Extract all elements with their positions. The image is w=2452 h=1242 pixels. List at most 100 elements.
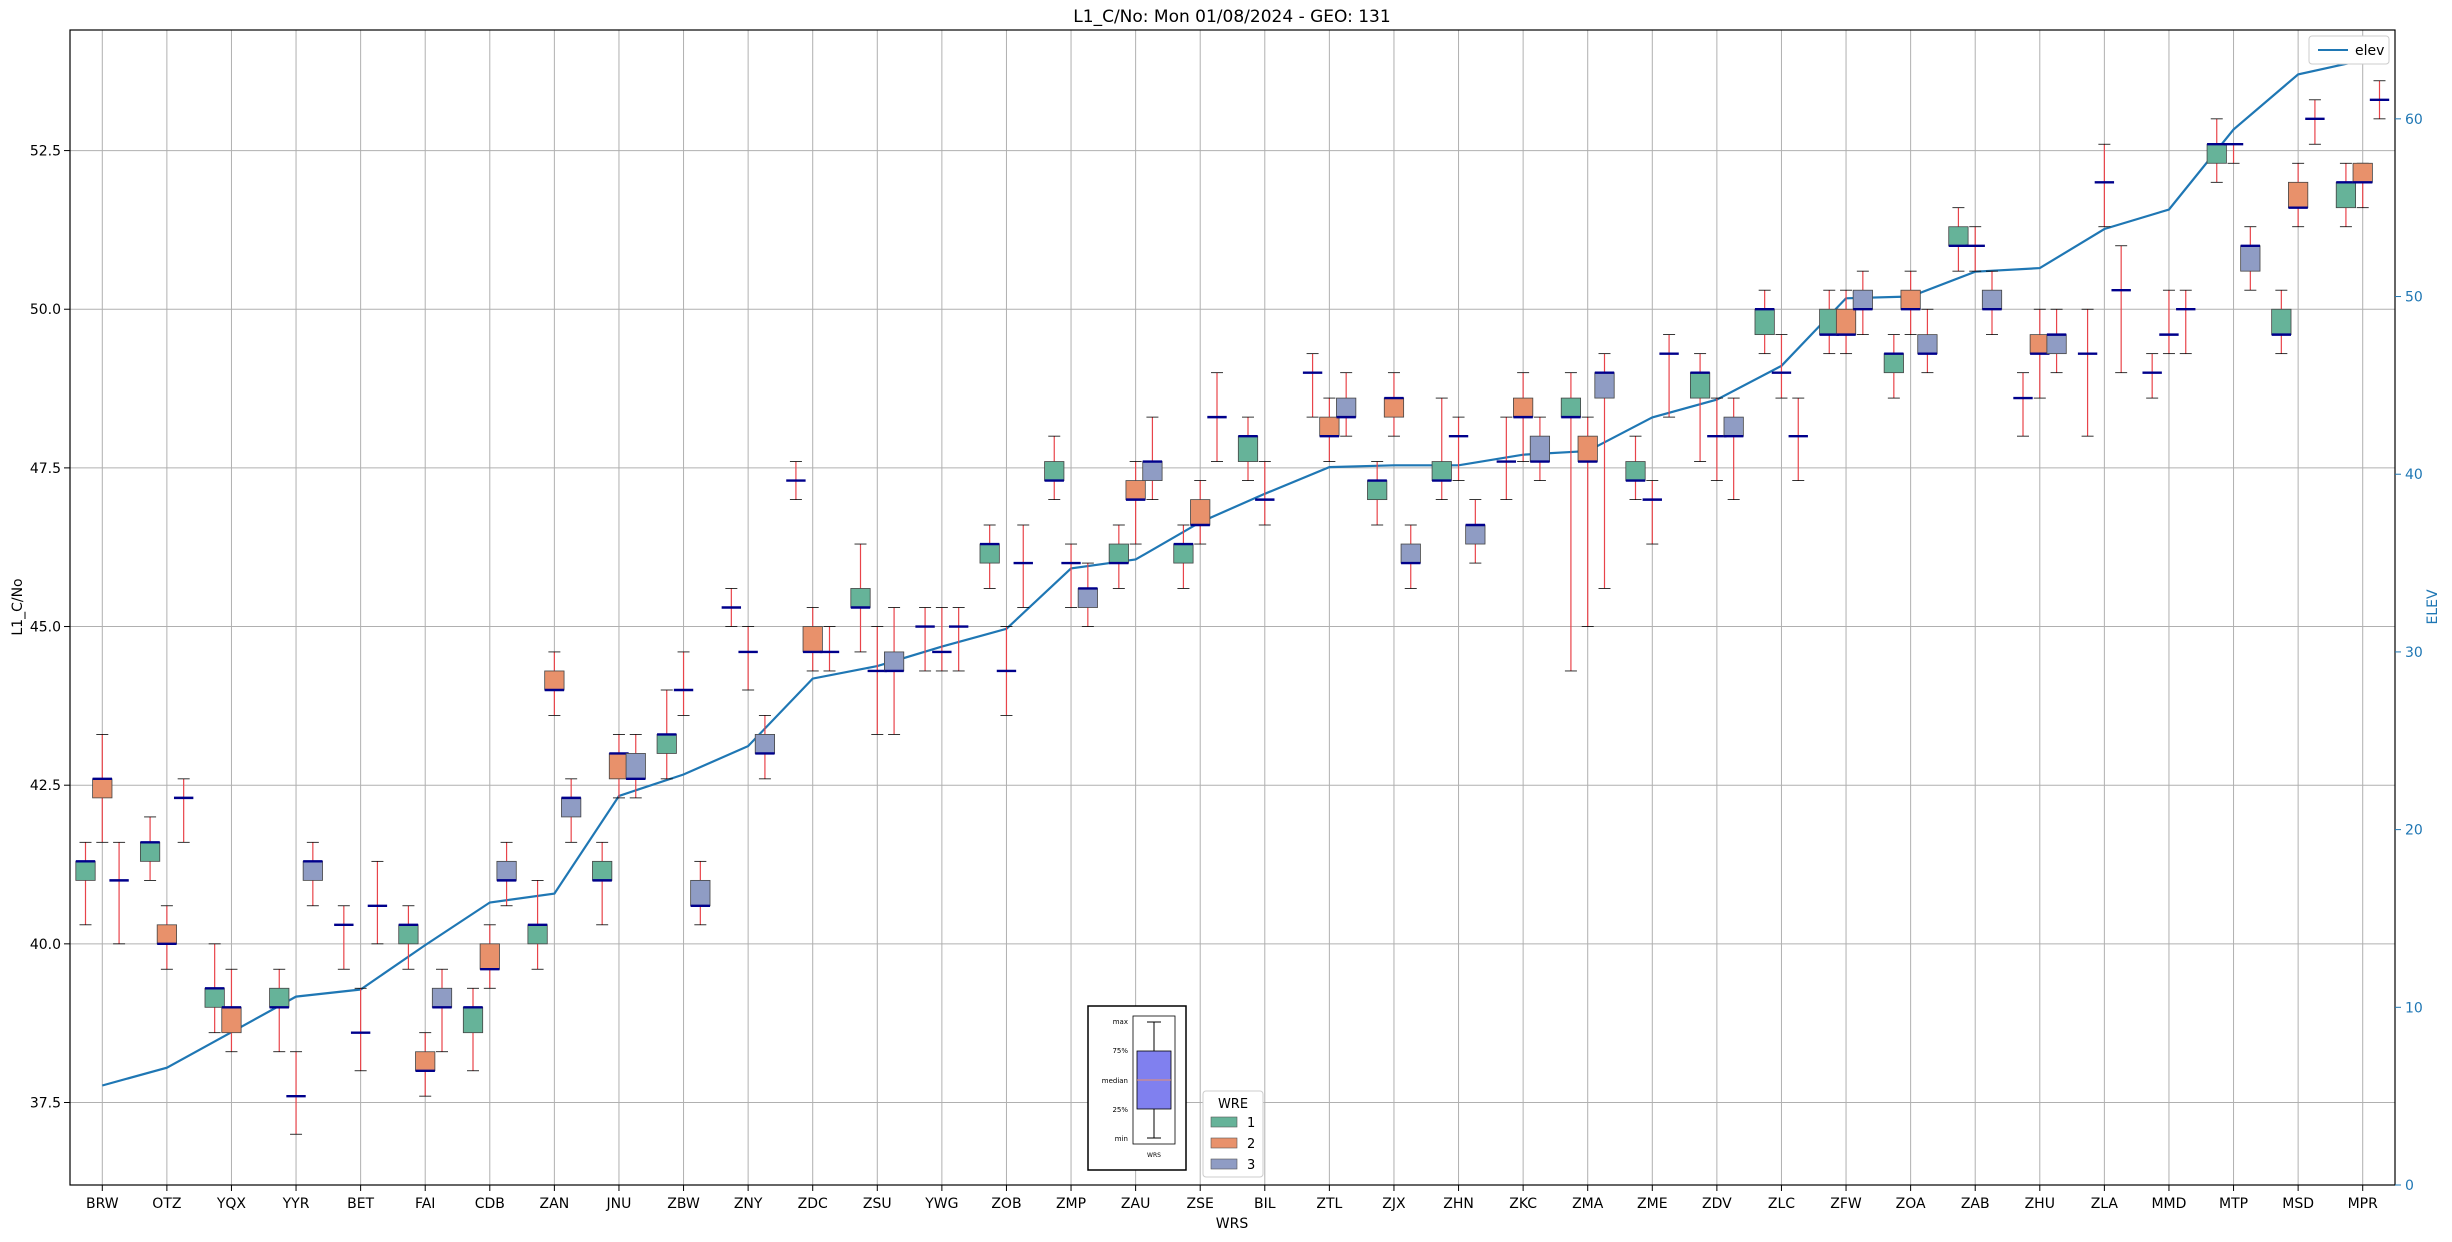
- box-zob-wre2: [996, 626, 1017, 716]
- box-yyr-wre3: [302, 841, 323, 907]
- y2-tick-label: 30: [2405, 645, 2423, 661]
- box-iqr: [1190, 499, 1211, 526]
- box-iqr: [1948, 226, 1969, 247]
- box-zmp-wre2: [1061, 543, 1081, 608]
- box-zsu-wre1: [850, 543, 871, 653]
- box-zla-wre2: [2094, 143, 2115, 228]
- y-tick-label: 42.5: [30, 778, 61, 794]
- box-iqr: [544, 670, 565, 691]
- box-cdb-wre1: [462, 987, 484, 1072]
- box-iqr: [75, 860, 96, 881]
- box-iqr: [1108, 543, 1129, 564]
- box-bet-wre1: [334, 905, 354, 970]
- box-zhn-wre1: [1431, 397, 1452, 501]
- x-tick-label: MPR: [2348, 1196, 2379, 1212]
- x-tick-label: ZDC: [798, 1196, 828, 1212]
- box-iqr: [1431, 461, 1452, 481]
- box-key-label-q3: 75%: [1112, 1047, 1128, 1055]
- box-iqr: [156, 924, 177, 945]
- box-zfw-wre1: [1819, 289, 1840, 355]
- box-zan-wre1: [527, 879, 548, 970]
- box-msd-wre1: [2271, 289, 2292, 355]
- box-key-label-q1: 25%: [1112, 1106, 1128, 1114]
- box-msd-wre2: [2288, 162, 2309, 228]
- box-iqr: [625, 753, 646, 780]
- wre-legend-swatch-2: [1210, 1137, 1238, 1149]
- box-zau-wre2: [1125, 461, 1146, 545]
- box-bil-wre2: [1255, 461, 1275, 526]
- x-tick-label: ZMP: [1056, 1196, 1086, 1212]
- box-iqr: [1900, 289, 1921, 310]
- box-iqr: [1237, 435, 1259, 462]
- box-iqr: [2046, 334, 2067, 355]
- box-zma-wre3: [1594, 353, 1615, 589]
- box-zma-wre1: [1560, 372, 1582, 672]
- box-zoa-wre3: [1917, 308, 1938, 374]
- box-zan-wre3: [561, 778, 582, 843]
- x-tick-label: ZSU: [863, 1196, 892, 1212]
- box-iqr: [1077, 588, 1098, 608]
- box-zbw-wre1: [656, 689, 677, 780]
- y-axis-label: L1_C/No: [10, 578, 26, 635]
- x-tick-label: BRW: [86, 1196, 119, 1212]
- x-tick-label: ZOA: [1896, 1196, 1926, 1212]
- elev-line-layer: [102, 59, 2363, 1087]
- box-key-inset: max 75% median 25% min WRS: [1087, 1005, 1187, 1171]
- chart-title: L1_C/No: Mon 01/08/2024 - GEO: 131: [1073, 7, 1390, 27]
- box-zsu-wre2: [867, 626, 887, 735]
- box-zmp-wre3: [1077, 562, 1098, 627]
- box-zhu-wre3: [2046, 308, 2067, 374]
- box-mpr-wre3: [2369, 80, 2390, 120]
- box-zme-wre3: [1659, 334, 1679, 418]
- box-ztl-wre3: [1336, 372, 1357, 437]
- box-iqr: [1883, 353, 1904, 374]
- y2-tick-label: 20: [2405, 823, 2423, 839]
- box-iqr: [592, 860, 613, 881]
- box-iqr: [1625, 461, 1646, 481]
- box-iqr: [2288, 181, 2309, 209]
- box-ywg-wre2: [932, 607, 952, 672]
- box-zsu-wre3: [883, 607, 905, 735]
- box-zjx-wre3: [1400, 524, 1421, 589]
- box-iqr: [2271, 308, 2292, 336]
- box-iqr: [1336, 397, 1357, 418]
- box-jnu-wre2: [608, 734, 630, 799]
- x-tick-label: ZHU: [2025, 1196, 2055, 1212]
- x-tick-label: ZAN: [540, 1196, 570, 1212]
- box-zhu-wre1: [2013, 372, 2033, 437]
- box-iqr: [1125, 480, 1146, 501]
- box-brw-wre1: [75, 841, 96, 926]
- box-brw-wre2: [92, 734, 113, 843]
- box-mtp-wre1: [2206, 118, 2227, 183]
- wre-legend-label-2: 2: [1247, 1137, 1255, 1152]
- box-iqr: [221, 1006, 242, 1034]
- wre-legend-label-3: 3: [1247, 1158, 1255, 1173]
- grid-lines: [70, 30, 2395, 1185]
- box-iqr: [1723, 416, 1744, 437]
- box-otz-wre3: [173, 778, 194, 843]
- box-ztl-wre1: [1302, 353, 1323, 418]
- box-iqr: [1529, 435, 1551, 462]
- box-iqr: [1754, 308, 1775, 336]
- box-zjx-wre1: [1367, 461, 1388, 526]
- x-tick-label: ZBW: [667, 1196, 700, 1212]
- box-zab-wre2: [1965, 226, 1985, 272]
- x-tick-label: ZJX: [1382, 1196, 1406, 1212]
- elev-legend-frame: [2308, 35, 2390, 65]
- box-yqx-wre1: [204, 943, 225, 1034]
- box-zse-wre2: [1190, 480, 1211, 545]
- box-iqr: [415, 1051, 436, 1072]
- box-iqr: [850, 588, 871, 608]
- x-tick-label: YWG: [924, 1196, 958, 1212]
- box-mmd-wre2: [2159, 289, 2179, 355]
- box-zdc-wre1: [786, 461, 806, 501]
- box-jnu-wre1: [592, 841, 613, 926]
- x-tick-label: ZLA: [2091, 1196, 2119, 1212]
- box-key-xlabel: WRS: [1147, 1152, 1161, 1159]
- wre-legend-title: WRE: [1218, 1097, 1248, 1112]
- box-iqr: [1560, 397, 1582, 418]
- x-tick-label: ZTL: [1316, 1196, 1342, 1212]
- plot-frame: [69, 29, 2396, 1186]
- box-bet-wre2: [350, 987, 371, 1072]
- box-iqr: [1367, 480, 1388, 501]
